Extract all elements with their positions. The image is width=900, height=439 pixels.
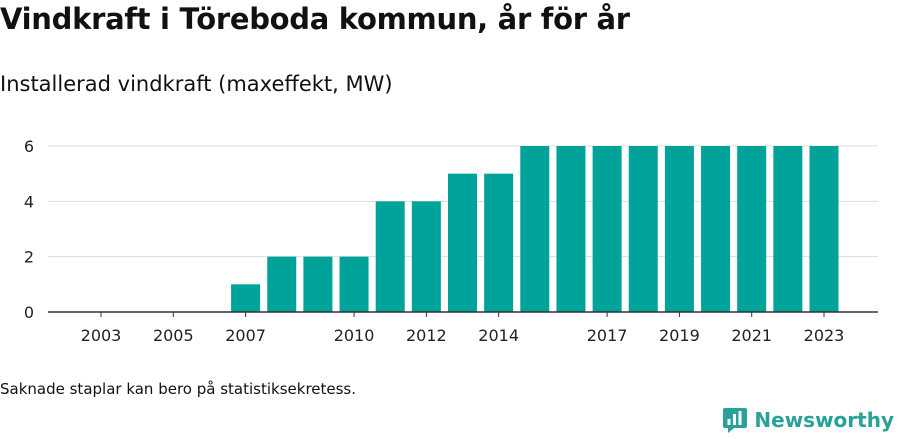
brand-name: Newsworthy xyxy=(754,408,894,432)
footnote: Saknade staplar kan bero på statistiksek… xyxy=(0,380,357,398)
x-tick-label: 2021 xyxy=(731,326,772,345)
x-tick-label: 2007 xyxy=(225,326,266,345)
bar xyxy=(592,146,622,312)
y-tick-label: 2 xyxy=(24,248,34,267)
bar xyxy=(628,146,658,312)
x-tick-label: 2023 xyxy=(804,326,845,345)
x-tick-label: 2010 xyxy=(334,326,375,345)
bar xyxy=(701,146,731,312)
bar xyxy=(737,146,767,312)
y-tick-label: 6 xyxy=(24,137,34,156)
x-tick-label: 2012 xyxy=(406,326,447,345)
bar xyxy=(664,146,694,312)
bar xyxy=(448,173,477,312)
bar xyxy=(303,256,333,312)
bar xyxy=(484,173,514,312)
x-tick-label: 2003 xyxy=(81,326,122,345)
chart-title: Vindkraft i Töreboda kommun, år för år xyxy=(0,2,630,36)
bar xyxy=(809,146,839,312)
y-tick-label: 0 xyxy=(24,303,34,322)
bar xyxy=(231,284,261,312)
x-tick-label: 2019 xyxy=(659,326,700,345)
y-tick-label: 4 xyxy=(24,192,34,211)
x-tick-label: 2017 xyxy=(587,326,628,345)
bar xyxy=(411,201,441,312)
newsworthy-logo-icon xyxy=(723,408,748,433)
brand-logo[interactable]: Newsworthy xyxy=(722,406,894,434)
bar xyxy=(556,146,586,312)
bar-chart: 0 2 4 6 2003 2005 2007 2010 2012 2014 2017 2019 2021… xyxy=(24,137,878,345)
bar xyxy=(773,146,803,312)
chart-subtitle: Installerad vindkraft (maxeffekt, MW) xyxy=(0,72,393,96)
x-tick-label: 2014 xyxy=(478,326,519,345)
bar xyxy=(339,256,369,312)
bar xyxy=(375,201,405,312)
bar xyxy=(267,256,297,312)
x-tick-label: 2005 xyxy=(153,326,194,345)
bar xyxy=(520,146,550,312)
